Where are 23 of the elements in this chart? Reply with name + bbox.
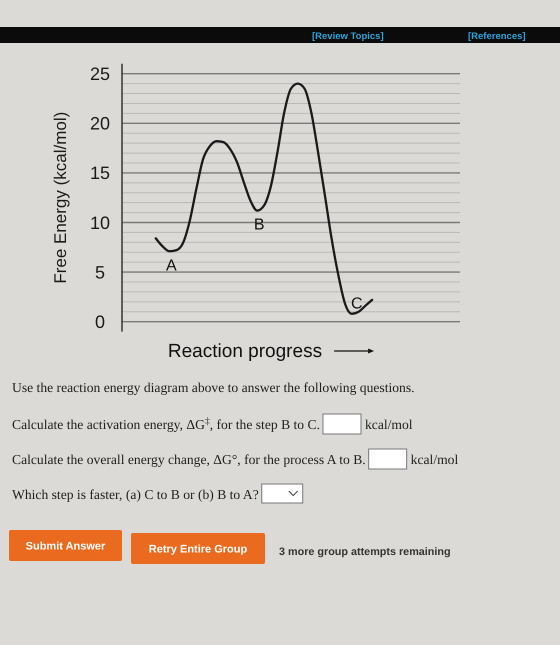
y-tick-label: 10 [90,212,110,233]
text: Retry Entire Group [148,544,248,556]
y-tick-label: 5 [94,262,106,282]
text: Use the reaction energy diagram above to answer the following questions. [12,380,415,395]
y-tick-label: 25 [90,64,110,84]
text: Which step is faster, (a) C to B or (b) B to A? [12,487,259,502]
y-tick-label: 20 [90,114,110,134]
text: kcal/mol [410,452,458,467]
text: Calculate the activation energy, ΔG$^{‡}$, for the step B to C. [12,417,320,432]
data-label: C [351,296,363,313]
text: kcal/mol [364,417,413,432]
y-tick-label: 15 [90,163,110,184]
y-tick-label: 0 [94,312,106,332]
data-label: B [254,216,265,234]
y-axis-title: Free Energy (kcal/mol) [51,112,70,284]
text: [References] [468,31,526,42]
x-axis-title: Reaction progress [168,341,322,362]
text: [Review Topics] [312,31,384,42]
data-label: A [166,257,177,274]
line-series [154,82,374,315]
text: 3 more group attempts remaining [279,546,451,558]
text: Calculate the overall energy change, ΔG°, for the process A to B. [12,452,366,467]
text: Submit Answer [26,540,106,552]
